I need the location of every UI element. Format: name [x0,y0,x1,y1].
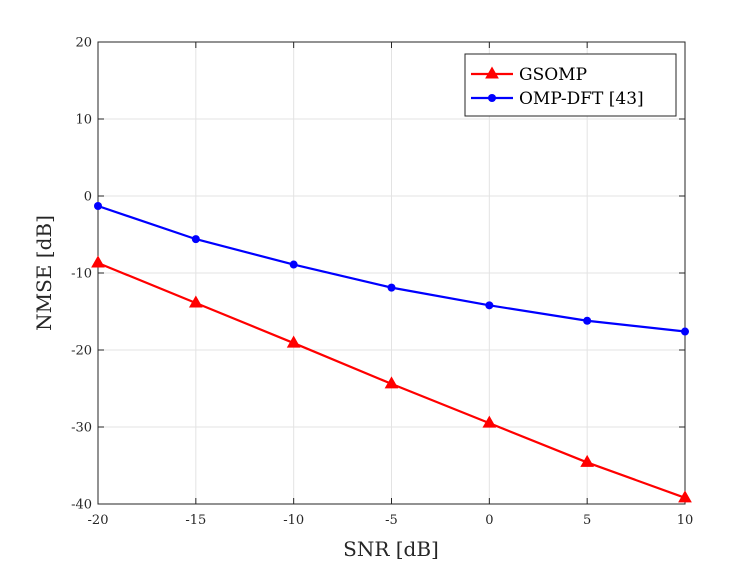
series-group [91,202,692,503]
y-tick-label: -40 [71,498,92,513]
x-axis-label: SNR [dB] [343,537,439,561]
data-point-gsomp [286,335,301,348]
data-point-gsomp [91,255,105,268]
x-tick-label: 5 [583,513,591,528]
data-point-omp-dft-43 [94,202,102,211]
data-point-gsomp [384,376,399,389]
axis-ticks: -20 -15 -10 -5 0 5 10 -40 -30 -20 -10 0 10 20 [71,36,693,529]
y-tick-label: -20 [71,344,92,359]
legend-marker-gsomp [485,66,499,79]
y-tick-label: -30 [71,421,92,436]
x-tick-label: -5 [385,513,398,528]
data-point-gsomp [678,490,692,503]
data-point-omp-dft-43 [289,260,298,269]
data-point-omp-dft-43 [681,327,689,336]
y-tick-label: 20 [75,36,92,51]
data-point-omp-dft-43 [191,235,200,244]
y-tick-label: -10 [71,267,92,282]
y-tick-label: 0 [84,190,92,205]
data-point-gsomp [580,454,595,467]
legend: GSOMP OMP-DFT [43] [464,53,677,117]
data-point-omp-dft-43 [485,301,494,310]
legend-marker-omp-dft [488,94,496,102]
y-axis-label: NMSE [dB] [32,215,56,331]
data-point-gsomp [188,295,203,308]
x-tick-label: 0 [485,513,493,528]
x-tick-label: -20 [88,513,109,528]
data-point-omp-dft-43 [583,316,592,325]
x-tick-label: -15 [185,513,206,528]
x-tick-label: -10 [283,513,304,528]
legend-label-omp-dft: OMP-DFT [43] [519,89,644,109]
data-point-gsomp [482,415,497,428]
legend-label-gsomp: GSOMP [519,65,587,85]
legend-box [464,53,677,117]
data-point-omp-dft-43 [387,283,396,292]
y-tick-label: 10 [75,113,92,128]
x-tick-label: 10 [677,513,694,528]
